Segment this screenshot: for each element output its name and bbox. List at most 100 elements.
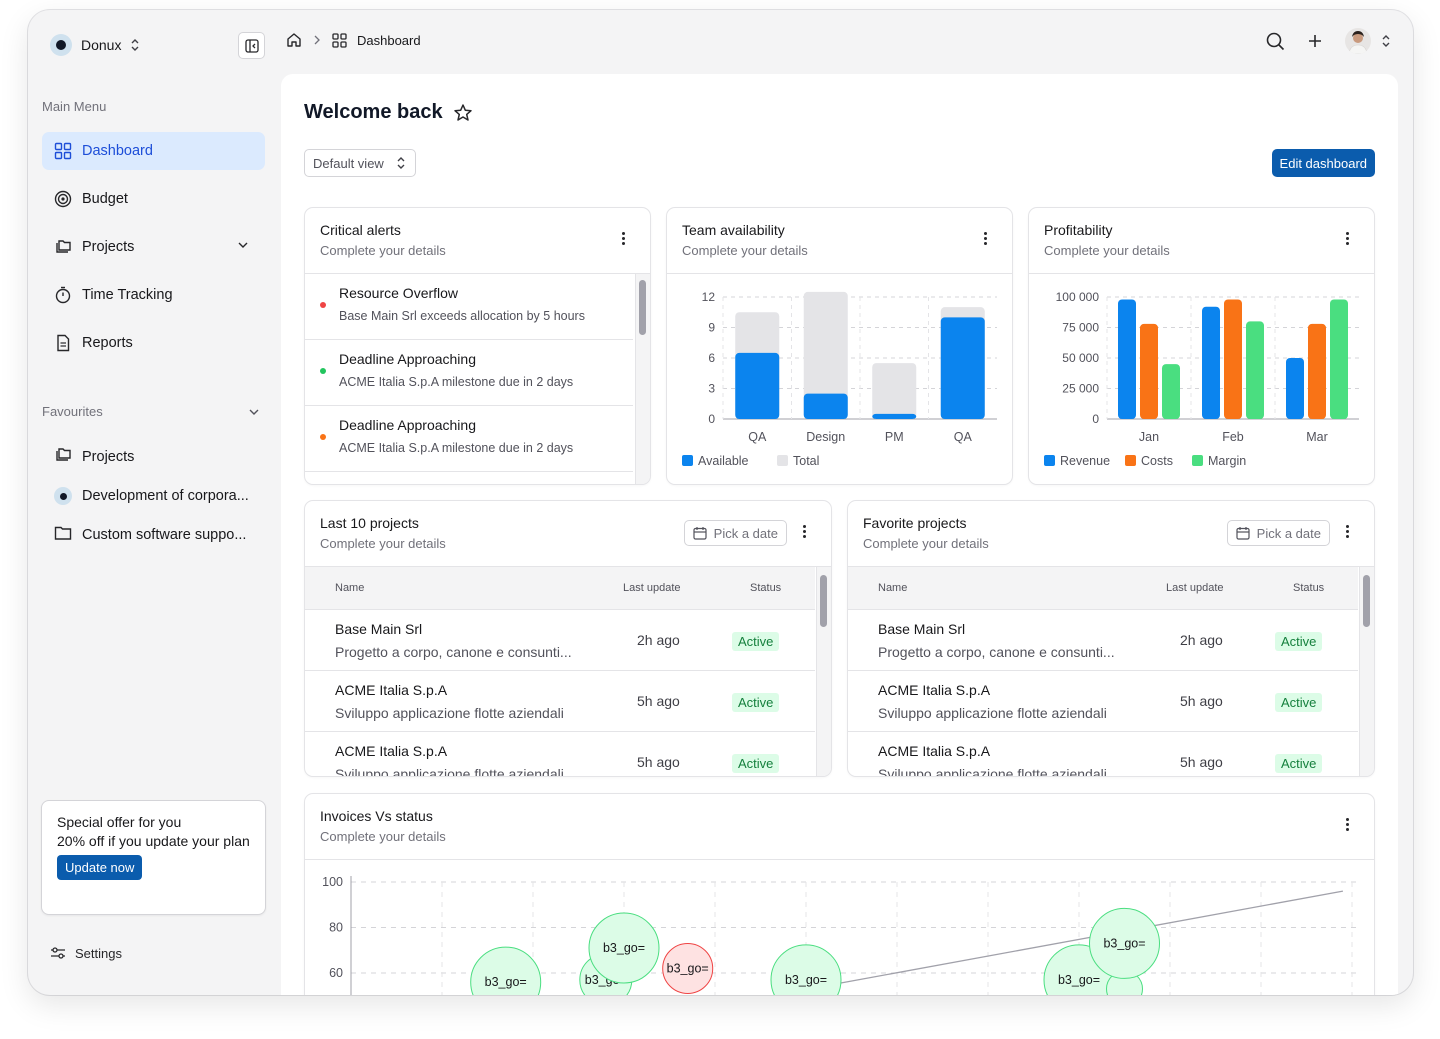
edit-dashboard-button[interactable]: Edit dashboard [1271,149,1375,177]
calendar-icon [1236,527,1250,540]
sidebar-item-budget[interactable]: Budget [42,180,265,218]
scrollbar-track[interactable] [1359,567,1374,776]
column-header-name[interactable]: Name [878,582,908,594]
favorite-projects-card: Favorite projects Complete your details … [847,500,1375,777]
sidebar-collapse-button[interactable] [238,32,265,59]
alert-title: Deadline Approaching [339,417,476,433]
card-subtitle: Complete your details [320,829,446,844]
alert-desc: ACME Italia S.p.A milestone due in 2 day… [339,441,574,455]
plus-icon[interactable] [1307,33,1323,49]
chevron-updown-icon [131,39,139,51]
bubble-point [662,942,714,994]
status-badge: Active [1275,754,1323,773]
scrollbar-thumb[interactable] [1363,575,1370,627]
star-icon[interactable] [453,103,473,123]
stopwatch-icon [54,286,72,304]
column-header-update[interactable]: Last update [623,582,681,594]
search-icon[interactable] [1266,32,1285,51]
trend-line [833,890,1344,986]
bar-costs [1308,323,1326,419]
column-header-status[interactable]: Status [750,582,782,594]
favourite-item-custom-software[interactable]: Custom software suppo... [42,519,265,551]
more-options-icon[interactable] [984,232,988,245]
card-title: Invoices Vs status [320,808,433,824]
view-select[interactable]: Default view [304,149,416,177]
card-header: Invoices Vs status Complete your details [305,794,1374,860]
scrollbar-thumb[interactable] [820,575,827,627]
projects-table: Name Last update Status Base Main Srl Pr… [848,567,1374,776]
alert-desc: ACME Italia S.p.A milestone due in 2 day… [339,375,574,389]
update-now-button[interactable]: Update now [57,855,143,880]
sidebar-item-dashboard[interactable]: Dashboard [42,132,265,170]
column-header-status[interactable]: Status [1293,582,1325,594]
favourites-label: Favourites [42,404,103,419]
legend-label: Revenue [1060,454,1110,468]
workspace-switcher[interactable]: Donux [50,34,140,56]
upgrade-offer-card: Special offer for you 20% off if you upd… [41,800,266,915]
bubble-label: b3_go= [485,975,527,989]
sidebar-item-projects[interactable]: Projects [42,228,265,266]
more-options-icon[interactable] [1346,818,1350,831]
table-row[interactable]: ACME Italia S.p.A Sviluppo applicazione … [848,732,1358,776]
favourite-label: Custom software suppo... [82,527,247,543]
page-title-text: Welcome back [304,101,443,123]
legend-swatch [1044,455,1055,466]
alert-item[interactable]: Deadline Approaching ACME Italia S.p.A m… [305,406,633,472]
bar-margin [1330,299,1348,419]
bubble-point [1089,907,1160,979]
alerts-list: Resource Overflow Base Main Srl exceeds … [305,274,650,484]
grid-icon [54,142,72,160]
breadcrumb-current[interactable]: Dashboard [357,32,421,48]
date-picker-button[interactable]: Pick a date [683,520,787,546]
alert-item[interactable]: Deadline Approaching ACME Italia S.p.A m… [305,340,633,406]
table-row[interactable]: Base Main Srl Progetto a corpo, canone e… [305,610,815,671]
column-header-name[interactable]: Name [335,582,365,594]
scrollbar-track[interactable] [635,274,650,484]
favourite-item-development[interactable]: Development of corpora... [42,480,265,512]
user-menu[interactable] [1345,28,1391,54]
project-name: ACME Italia S.p.A [878,743,991,759]
app-window: Donux Main Menu Dashboard Budget Project… [28,10,1413,995]
y-tick-label: 75 000 [1062,321,1099,335]
home-icon[interactable] [286,32,302,48]
status-badge: Active [732,632,780,651]
project-name: Base Main Srl [878,621,966,637]
scrollbar-track[interactable] [816,567,831,776]
chevron-down-icon[interactable] [237,239,249,251]
last-update: 5h ago [1180,754,1223,770]
project-desc: Sviluppo applicazione flotte aziendali [335,705,564,721]
x-tick-label: Mar [1306,430,1328,444]
date-picker-button[interactable]: Pick a date [1226,520,1330,546]
more-options-icon[interactable] [1346,525,1350,538]
calendar-icon [693,527,707,540]
sidebar-item-label: Budget [82,191,128,207]
y-tick-label: 3 [708,382,715,396]
table-row[interactable]: Base Main Srl Progetto a corpo, canone e… [848,610,1358,671]
more-options-icon[interactable] [803,525,807,538]
more-options-icon[interactable] [1346,232,1350,245]
card-subtitle: Complete your details [682,243,808,258]
projects-table: Name Last update Status Base Main Srl Pr… [305,567,831,776]
sidebar-item-time-tracking[interactable]: Time Tracking [42,276,265,314]
target-icon [54,190,72,208]
sidebar-item-reports[interactable]: Reports [42,324,265,362]
legend-label: Total [793,454,819,468]
y-tick-label: 80 [329,921,343,935]
y-tick-label: 6 [708,351,715,365]
scrollbar-thumb[interactable] [639,280,646,335]
legend-label: Available [698,454,749,468]
favourite-item-projects[interactable]: Projects [42,441,265,473]
offer-title: Special offer for you [57,814,182,830]
more-options-icon[interactable] [622,232,626,245]
table-row[interactable]: ACME Italia S.p.A Sviluppo applicazione … [305,732,815,776]
table-row[interactable]: ACME Italia S.p.A Sviluppo applicazione … [305,671,815,732]
settings-link[interactable]: Settings [50,945,122,961]
chevron-updown-icon [397,157,405,169]
chevron-down-icon[interactable] [248,406,260,418]
alert-item[interactable]: Resource Overflow Base Main Srl exceeds … [305,274,633,340]
card-title: Favorite projects [863,515,967,531]
column-header-update[interactable]: Last update [1166,582,1224,594]
project-desc: Progetto a corpo, canone e consunti... [878,644,1115,660]
table-row[interactable]: ACME Italia S.p.A Sviluppo applicazione … [848,671,1358,732]
bar-available [872,413,917,419]
